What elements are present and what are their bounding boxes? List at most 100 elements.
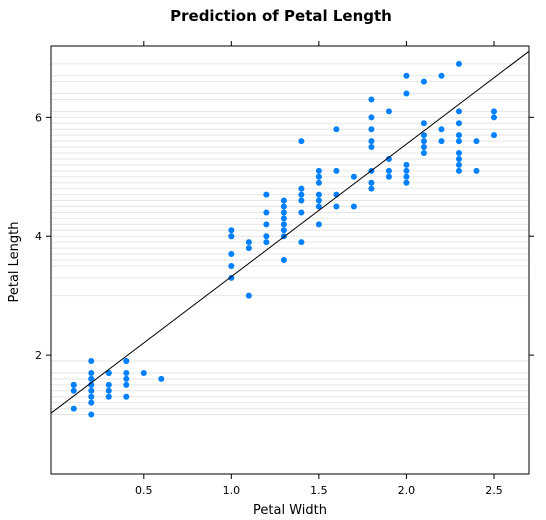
horizontal-grid (51, 63, 529, 416)
data-point (455, 150, 462, 156)
data-point (403, 179, 410, 186)
data-point (420, 138, 427, 145)
plot-panel (50, 45, 530, 475)
data-point (245, 239, 252, 246)
data-point (228, 233, 235, 240)
x-axis-label: Petal Width (253, 503, 327, 518)
y-tick-label: 6 (35, 111, 42, 124)
data-point (298, 209, 305, 216)
data-point (88, 411, 95, 418)
data-point (280, 257, 287, 263)
data-point (455, 138, 462, 145)
data-point (88, 393, 95, 400)
data-point (315, 167, 322, 174)
x-tick-label: 2.0 (398, 484, 416, 497)
x-tick-label: 1.0 (223, 484, 241, 497)
data-points (70, 60, 497, 418)
data-point (228, 251, 235, 258)
data-point (368, 96, 375, 103)
data-point (385, 173, 392, 180)
data-point (455, 155, 462, 162)
data-point (263, 191, 270, 198)
data-point (315, 203, 322, 210)
x-tick-label: 1.5 (310, 484, 328, 497)
data-point (263, 233, 270, 240)
data-point (263, 209, 270, 216)
data-point (123, 381, 130, 388)
data-point (88, 399, 95, 406)
data-point (88, 369, 95, 376)
data-point (490, 132, 497, 139)
data-point (140, 369, 147, 376)
data-point (385, 108, 392, 115)
data-point (455, 120, 462, 127)
data-point (473, 167, 480, 174)
data-point (368, 179, 375, 186)
data-point (245, 292, 252, 299)
data-point (105, 369, 112, 376)
data-point (420, 144, 427, 151)
data-point (298, 239, 305, 246)
data-point (70, 387, 77, 394)
data-point (315, 191, 322, 198)
data-point (123, 375, 130, 382)
data-point (280, 227, 287, 234)
data-point (315, 179, 322, 186)
data-point (123, 358, 130, 365)
data-point (70, 405, 77, 412)
y-tick-label: 2 (35, 349, 42, 362)
data-point (105, 387, 112, 394)
data-point (298, 185, 305, 192)
data-point (105, 381, 112, 388)
data-point (420, 120, 427, 127)
data-point (455, 108, 462, 115)
y-tick-label: 4 (35, 230, 42, 243)
data-point (298, 197, 305, 204)
axis-ticks: 0.5 1.0 1.5 2.0 2.5 2 4 6 (35, 41, 534, 497)
data-point (403, 90, 410, 97)
data-point (420, 78, 427, 85)
data-point (315, 173, 322, 180)
data-point (368, 138, 375, 145)
data-point (473, 138, 480, 145)
data-point (88, 358, 95, 365)
data-point (490, 114, 497, 121)
data-point (420, 150, 427, 156)
data-point (368, 185, 375, 192)
data-point (403, 161, 410, 168)
y-axis-label: Petal Length (7, 221, 22, 302)
data-point (403, 167, 410, 174)
data-point (315, 197, 322, 204)
data-point (333, 203, 340, 210)
data-point (123, 393, 130, 400)
data-point (158, 375, 165, 382)
data-point (105, 393, 112, 400)
data-point (280, 215, 287, 222)
data-point (70, 381, 77, 388)
data-point (245, 245, 252, 252)
data-point (350, 173, 357, 180)
data-point (438, 138, 445, 145)
data-point (455, 132, 462, 139)
data-point (315, 221, 322, 228)
data-point (333, 126, 340, 133)
data-point (280, 203, 287, 210)
data-point (403, 173, 410, 180)
data-point (420, 132, 427, 139)
data-point (298, 191, 305, 198)
data-point (385, 155, 392, 162)
data-point (438, 126, 445, 133)
data-point (350, 203, 357, 210)
data-point (298, 138, 305, 145)
data-point (280, 197, 287, 204)
data-point (228, 262, 235, 269)
x-tick-label: 2.5 (485, 484, 503, 497)
data-point (385, 167, 392, 174)
data-point (280, 221, 287, 228)
data-point (263, 239, 270, 246)
data-point (333, 167, 340, 174)
data-point (263, 221, 270, 228)
data-point (490, 108, 497, 115)
data-point (455, 167, 462, 174)
